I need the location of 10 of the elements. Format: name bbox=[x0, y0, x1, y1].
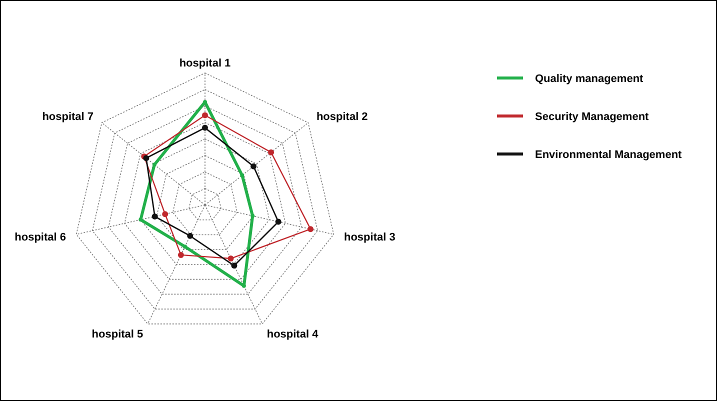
spoke-label: hospital 1 bbox=[179, 57, 231, 70]
spoke-label: hospital 4 bbox=[266, 328, 320, 340]
spoke-label: hospital 6 bbox=[14, 232, 66, 244]
spoke-label: hospital 7 bbox=[42, 111, 94, 124]
legend-label: Security Management bbox=[535, 111, 650, 123]
legend-label: Environmental Management bbox=[535, 149, 682, 161]
legend-label: Quality management bbox=[535, 73, 644, 85]
spoke-label: hospital 2 bbox=[316, 111, 368, 124]
spoke-label: hospital 5 bbox=[92, 328, 144, 340]
spoke-label: hospital 3 bbox=[344, 232, 396, 244]
